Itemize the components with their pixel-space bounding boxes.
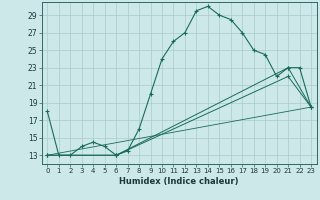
X-axis label: Humidex (Indice chaleur): Humidex (Indice chaleur) (119, 177, 239, 186)
